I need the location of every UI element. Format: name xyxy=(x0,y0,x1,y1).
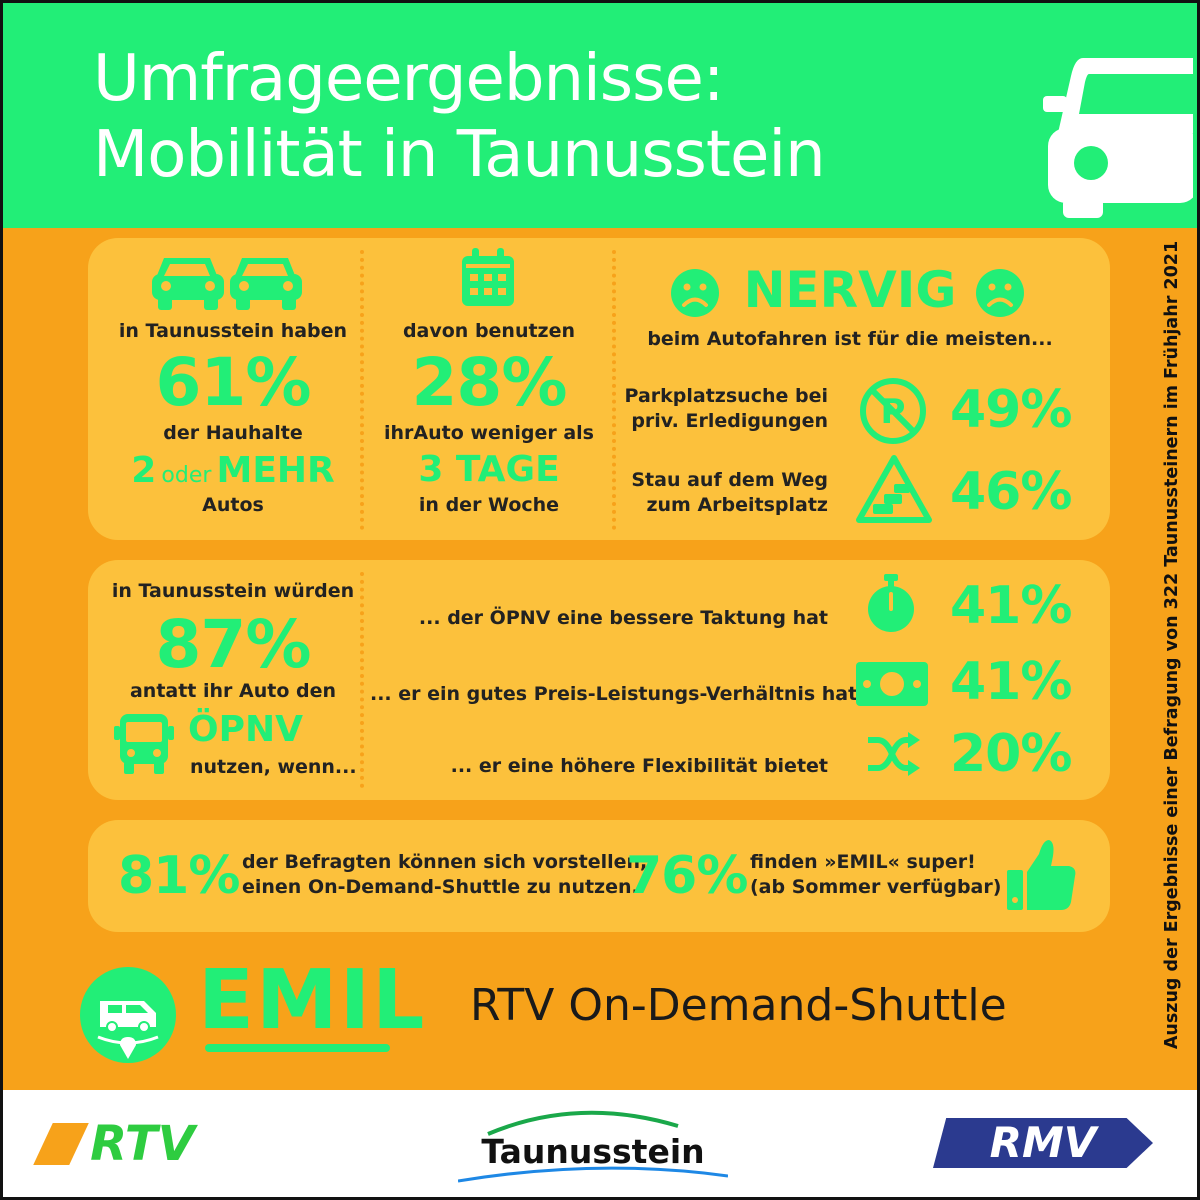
emil-logo: EMIL xyxy=(198,953,427,1048)
bus-icon xyxy=(114,714,174,774)
brand-tagline: RTV On-Demand-Shuttle xyxy=(470,980,1007,1031)
panel-shuttle xyxy=(88,820,1110,932)
annoying-item-label: Stau auf dem Weg zum Arbeitsplatz xyxy=(620,468,828,518)
sad-face-icon xyxy=(671,269,719,317)
rmv-logo: RMV xyxy=(933,1118,1153,1168)
emil-logo-underline xyxy=(205,1044,390,1052)
reason-label: ... er ein gutes Preis-Leistungs-Verhält… xyxy=(370,683,858,705)
header-banner: Umfrageergebnisse: Mobilität in Taunusst… xyxy=(3,3,1197,228)
panel-transit xyxy=(88,560,1110,800)
households-label: der Hauhalte xyxy=(163,422,303,444)
annoying-title: NERVIG xyxy=(743,261,957,319)
shuttle-text-a: der Befragten können sich vorstellen, ei… xyxy=(242,850,647,900)
annoying-subtitle: beim Autofahren ist für die meisten... xyxy=(647,328,1053,350)
divider xyxy=(360,572,364,788)
traffic-jam-icon xyxy=(856,455,932,523)
taunusstein-hills xyxy=(458,1110,728,1183)
households-intro: in Taunusstein haben xyxy=(118,320,348,342)
side-note: Auszug der Ergebnisse einer Befragung vo… xyxy=(1162,240,1182,1050)
usage-unit: in der Woche xyxy=(418,494,560,516)
thumbs-up-icon xyxy=(1007,840,1076,910)
label-line: zum Arbeitsplatz xyxy=(646,494,828,516)
transit-intro: in Taunusstein würden xyxy=(111,580,355,602)
transit-label: antatt ihr Auto den xyxy=(129,680,337,702)
rtv-logo: RTV xyxy=(33,1116,195,1172)
sad-face-icon xyxy=(976,269,1024,317)
shuttle-percent-a: 81% xyxy=(118,846,240,906)
amount-more: MEHR xyxy=(216,450,335,491)
annoying-item-label: Parkplatzsuche bei priv. Erledigungen xyxy=(620,384,828,434)
label-line: Stau auf dem Weg xyxy=(631,469,828,491)
households-unit: Autos xyxy=(202,494,264,516)
text-line: (ab Sommer verfügbar) xyxy=(750,876,1002,898)
usage-percent: 28% xyxy=(411,344,568,421)
usage-label: ihrAuto weniger als xyxy=(384,422,594,444)
amount-or: oder xyxy=(161,463,212,488)
text-line: finden »EMIL« super! xyxy=(750,851,976,873)
car-front-icon xyxy=(1043,58,1193,218)
label-line: priv. Erledigungen xyxy=(631,410,828,432)
shuffle-icon xyxy=(868,732,920,776)
divider xyxy=(360,250,364,530)
usage-intro: davon benutzen xyxy=(402,320,576,342)
annoying-item-percent: 46% xyxy=(950,462,1072,522)
reason-percent: 41% xyxy=(950,576,1072,636)
page-title: Umfrageergebnisse: Mobilität in Taunusst… xyxy=(93,41,826,193)
amount-two: 2 xyxy=(131,450,157,491)
money-icon xyxy=(856,662,928,706)
reason-label: ... er eine höhere Flexibilität bietet xyxy=(450,755,828,777)
title-line-2: Mobilität in Taunusstein xyxy=(93,118,826,192)
reason-percent: 41% xyxy=(950,652,1072,712)
text-line: der Befragten können sich vorstellen, xyxy=(242,851,648,873)
title-line-1: Umfrageergebnisse: xyxy=(93,42,724,116)
taunusstein-logo: Taunusstein xyxy=(481,1132,705,1171)
stopwatch-icon xyxy=(868,574,914,632)
rtv-logo-text: RTV xyxy=(90,1116,195,1172)
reason-label: ... der ÖPNV eine bessere Taktung hat xyxy=(418,607,828,629)
shuttle-text-b: finden »EMIL« super! (ab Sommer verfügba… xyxy=(750,850,1001,900)
usage-days: 3 TAGE xyxy=(418,449,560,490)
calendar-icon xyxy=(462,248,514,306)
reason-percent: 20% xyxy=(950,724,1072,784)
divider xyxy=(612,250,616,530)
transit-mode: ÖPNV xyxy=(188,709,303,750)
transit-cond: nutzen, wenn... xyxy=(190,756,357,778)
rmv-logo-text: RMV xyxy=(989,1118,1097,1167)
households-percent: 61% xyxy=(155,344,312,421)
footer-logos: RTV Taunusstein RMV xyxy=(3,1090,1197,1197)
annoying-item-percent: 49% xyxy=(950,380,1072,440)
no-parking-icon: P xyxy=(860,378,926,444)
two-cars-icon xyxy=(152,258,302,310)
text-line: einen On-Demand-Shuttle zu nutzen. xyxy=(242,876,639,898)
shuttle-percent-b: 76% xyxy=(626,846,748,906)
households-amount: 2 oder MEHR xyxy=(98,450,368,491)
label-line: Parkplatzsuche bei xyxy=(624,385,828,407)
van-location-icon xyxy=(80,967,176,1063)
transit-percent: 87% xyxy=(155,606,312,683)
